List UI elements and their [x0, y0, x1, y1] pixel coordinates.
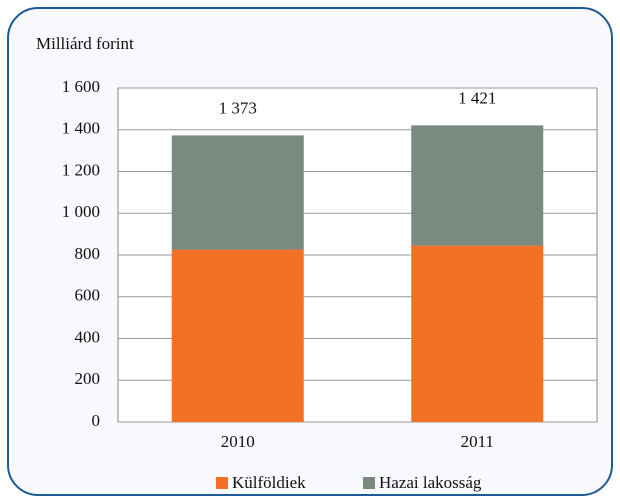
bar-segment	[411, 245, 544, 422]
y-axis-label: Milliárd forint	[36, 34, 134, 53]
bar-segment	[171, 249, 304, 422]
total-label: 1 421	[458, 88, 496, 107]
legend-label: Külföldiek	[232, 473, 306, 492]
bar-segment	[171, 135, 304, 250]
legend-swatch	[363, 477, 375, 489]
y-tick-label: 0	[92, 411, 101, 430]
legend-label: Hazai lakosság	[379, 473, 482, 492]
legend-swatch	[216, 477, 228, 489]
y-tick-label: 200	[75, 369, 101, 388]
y-tick-label: 1 600	[62, 77, 100, 96]
y-tick-label: 1 000	[62, 202, 100, 221]
x-tick-label: 2010	[221, 432, 255, 451]
y-tick-label: 1 200	[62, 160, 100, 179]
y-tick-label: 1 400	[62, 119, 100, 138]
y-tick-label: 800	[75, 244, 101, 263]
x-tick-label: 2011	[461, 432, 494, 451]
total-label: 1 373	[219, 98, 257, 117]
y-tick-label: 600	[75, 286, 101, 305]
bar-segment	[411, 125, 544, 246]
y-tick-label: 400	[75, 327, 101, 346]
